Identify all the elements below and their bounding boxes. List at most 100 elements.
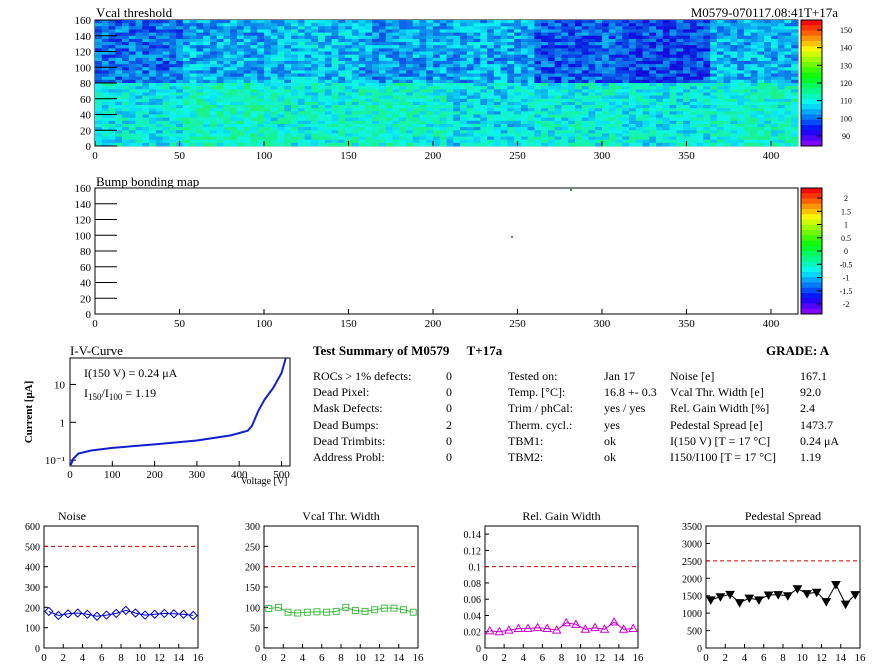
map-cell [216, 57, 224, 62]
map-cell [324, 26, 332, 30]
map-cell [629, 73, 637, 78]
map-cell [446, 120, 454, 125]
map-cell [547, 111, 556, 115]
map-cell [446, 67, 454, 71]
tick-label: 2 [501, 652, 507, 664]
map-cell [547, 98, 556, 103]
map-cell [683, 20, 691, 24]
map-cell [358, 20, 366, 24]
map-cell [304, 67, 312, 71]
map-cell [230, 136, 238, 141]
map-cell [250, 26, 258, 30]
map-cell [750, 23, 758, 27]
map-cell [351, 20, 360, 24]
palette-cell [801, 293, 822, 299]
map-cell [716, 45, 725, 49]
map-cell [791, 98, 799, 103]
map-cell [378, 89, 387, 93]
map-cell [534, 35, 542, 40]
map-cell [547, 83, 556, 87]
map-cell [561, 139, 569, 144]
map-cell [95, 111, 103, 115]
map-cell [568, 26, 576, 30]
map-cell [703, 73, 711, 78]
map-cell [743, 89, 752, 93]
tick-label: 12 [816, 652, 827, 664]
map-cell [115, 127, 123, 131]
map-cell [162, 108, 170, 112]
map-cell [615, 76, 623, 81]
map-cell [203, 98, 211, 103]
map-cell [432, 51, 441, 56]
map-cell [365, 117, 373, 122]
map-cell [710, 79, 718, 84]
map-cell [439, 111, 447, 115]
map-cell [791, 108, 799, 112]
map-cell [162, 123, 170, 128]
data-point [342, 603, 350, 611]
map-cell [466, 123, 474, 128]
map-cell [642, 120, 650, 125]
map-cell [635, 48, 643, 52]
map-cell [541, 20, 549, 24]
map-cell [743, 29, 752, 33]
map-cell [405, 114, 414, 119]
map-cell [243, 142, 251, 147]
map-cell [561, 76, 569, 81]
map-cell [196, 111, 204, 115]
palette-cell [801, 188, 822, 194]
tick-label: 200 [425, 318, 442, 330]
map-cell [669, 108, 677, 112]
map-cell [236, 86, 245, 90]
map-cell [595, 48, 603, 52]
map-cell [426, 120, 434, 125]
map-cell [615, 29, 623, 33]
map-cell [304, 45, 312, 49]
map-cell [223, 114, 231, 119]
map-cell [764, 20, 772, 24]
map-cell [439, 45, 447, 49]
map-cell [710, 35, 718, 40]
map-cell [480, 133, 488, 137]
map-cell [514, 20, 522, 24]
map-cell [399, 86, 407, 90]
map-cell [439, 133, 447, 137]
map-cell [730, 60, 738, 65]
map-cell [122, 127, 130, 131]
map-cell [297, 139, 305, 144]
map-cell [216, 64, 224, 68]
map-cell [372, 98, 380, 103]
map-cell [385, 29, 393, 33]
map-cell [649, 98, 657, 103]
map-cell [453, 64, 461, 68]
map-cell [216, 120, 224, 125]
map-cell [324, 111, 332, 115]
map-cell [236, 111, 245, 115]
palette-label: -2 [843, 300, 850, 309]
map-cell [155, 95, 163, 100]
map-cell [209, 127, 218, 131]
map-cell [392, 20, 400, 24]
map-cell [304, 29, 312, 33]
map-cell [385, 60, 393, 65]
map-cell [635, 89, 643, 93]
map-cell [757, 136, 765, 141]
map-cell [230, 86, 238, 90]
map-cell [331, 73, 339, 78]
map-cell [365, 51, 373, 56]
map-cell [696, 60, 704, 65]
map-cell [689, 92, 698, 96]
map-cell [615, 26, 623, 30]
map-cell [608, 32, 616, 37]
map-cell [318, 98, 326, 103]
map-cell [493, 38, 501, 43]
map-cell [601, 64, 610, 68]
map-cell [203, 51, 211, 56]
map-cell [243, 105, 251, 109]
map-cell [385, 136, 393, 141]
map-cell [385, 86, 393, 90]
map-cell [304, 54, 312, 59]
map-cell [601, 29, 610, 33]
data-point [513, 623, 524, 632]
